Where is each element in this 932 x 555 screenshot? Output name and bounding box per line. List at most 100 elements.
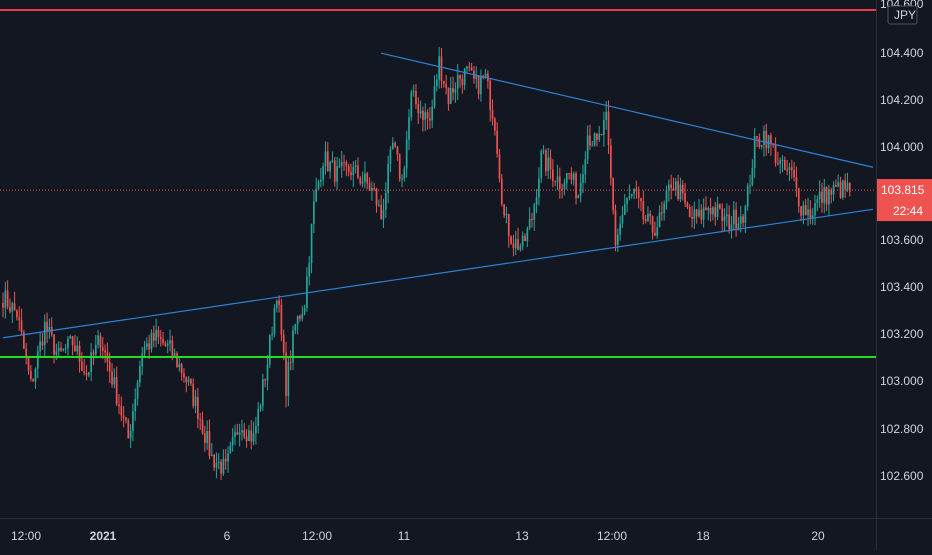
candle-body — [804, 205, 807, 216]
candle — [435, 73, 438, 92]
candle-body — [292, 330, 294, 363]
candle-body — [524, 235, 526, 241]
candle-body — [688, 207, 691, 217]
candle — [53, 333, 55, 364]
candle — [215, 452, 218, 479]
candle — [797, 187, 800, 213]
candle — [13, 291, 16, 311]
candle-body — [695, 209, 698, 217]
candle — [674, 178, 677, 197]
candle — [542, 145, 545, 155]
candle — [630, 193, 633, 199]
candle — [742, 213, 744, 228]
candle — [275, 299, 278, 313]
y-tick-label: 103.200 — [880, 327, 924, 341]
candle-body — [832, 184, 835, 195]
candle — [62, 348, 65, 352]
candle-body — [751, 168, 754, 186]
candle — [227, 446, 229, 473]
candle — [292, 325, 294, 371]
candle — [259, 403, 262, 412]
candle-body — [322, 166, 325, 180]
candle-body — [438, 56, 441, 80]
candle-body — [143, 347, 146, 354]
plot-area[interactable] — [0, 9, 876, 481]
candle-body — [744, 206, 747, 223]
candle — [268, 334, 271, 369]
candle — [264, 378, 267, 388]
candle — [686, 201, 689, 210]
candle — [593, 132, 596, 147]
candle — [141, 346, 144, 376]
candle-body — [259, 405, 262, 409]
candle — [57, 341, 60, 357]
candle-body — [87, 372, 90, 376]
candle — [340, 151, 343, 178]
candle — [127, 418, 130, 439]
candle — [9, 298, 11, 314]
candle-body — [698, 209, 700, 217]
candle — [289, 350, 292, 371]
candle-body — [582, 174, 584, 183]
candle — [81, 352, 83, 371]
candle — [111, 363, 113, 388]
candle-body — [178, 363, 181, 368]
candle — [357, 157, 359, 180]
candle — [612, 177, 615, 215]
candle-body — [227, 453, 229, 462]
candle-body — [461, 78, 464, 86]
candle — [34, 367, 37, 389]
candle — [749, 174, 751, 195]
candle-body — [122, 415, 125, 418]
x-tick-label: 12:00 — [597, 529, 627, 543]
candle-body — [248, 430, 250, 441]
candle — [405, 131, 408, 178]
lower-trendline[interactable] — [2, 208, 874, 339]
candle-body — [90, 352, 93, 373]
candle-body — [442, 80, 445, 84]
candle-body — [2, 302, 4, 308]
candle-body — [503, 204, 505, 216]
candle-body — [774, 145, 777, 164]
candle — [299, 314, 301, 322]
candle — [844, 173, 847, 198]
candle-body — [310, 223, 313, 264]
candle-body — [113, 376, 116, 385]
candle-body — [210, 454, 213, 456]
candle-body — [396, 146, 399, 155]
candle — [667, 179, 670, 202]
candle-body — [487, 73, 489, 81]
candle — [545, 148, 547, 177]
candle-body — [786, 169, 789, 171]
candle-body — [558, 176, 561, 189]
candle-body — [13, 303, 16, 311]
candle — [90, 343, 93, 382]
candle — [115, 366, 118, 407]
candle — [380, 194, 383, 220]
candle — [389, 146, 392, 173]
candle-body — [150, 332, 153, 350]
candle — [183, 368, 185, 383]
candle — [637, 186, 640, 209]
candle — [712, 206, 714, 221]
candle — [549, 149, 552, 180]
candle — [723, 208, 726, 232]
candle — [408, 109, 410, 151]
candle-body — [377, 204, 380, 206]
candle — [707, 206, 710, 221]
candle-body — [280, 304, 283, 335]
candle-body — [570, 173, 573, 180]
candle — [691, 205, 693, 228]
candle — [565, 172, 568, 190]
candle-body — [760, 144, 763, 147]
candle — [236, 423, 239, 436]
candle — [795, 166, 798, 197]
upper-trendline[interactable] — [381, 52, 874, 168]
candle — [145, 337, 148, 350]
candle-body — [366, 173, 369, 184]
candle — [558, 167, 561, 199]
candle — [41, 333, 44, 351]
currency-badge[interactable]: JPY — [887, 5, 918, 25]
